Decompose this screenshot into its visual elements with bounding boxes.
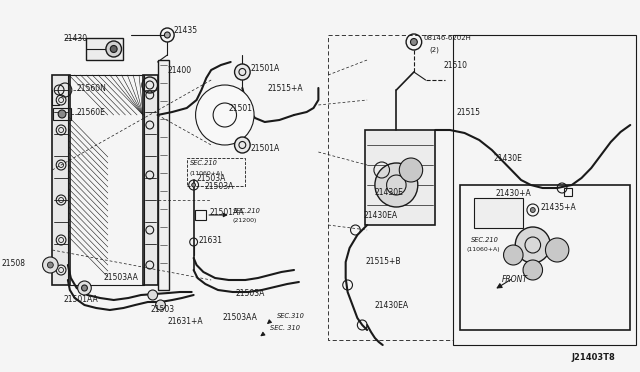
- Text: SEC.310: SEC.310: [278, 313, 305, 319]
- Text: 21435+A: 21435+A: [541, 202, 577, 212]
- Text: 21631+A: 21631+A: [167, 317, 203, 327]
- Text: 21503: 21503: [151, 305, 175, 314]
- Text: 21435: 21435: [173, 26, 197, 35]
- Bar: [68, 75, 144, 285]
- Bar: [564, 188, 572, 196]
- Circle shape: [235, 64, 250, 80]
- Text: 21503AA: 21503AA: [223, 314, 258, 323]
- Bar: [460, 185, 630, 330]
- Bar: [157, 60, 169, 290]
- Circle shape: [196, 85, 254, 145]
- Bar: [52, 75, 70, 285]
- Text: 21503AA: 21503AA: [104, 273, 139, 282]
- Text: 21515+A: 21515+A: [268, 83, 303, 93]
- Text: 21510: 21510: [443, 61, 467, 70]
- Text: 21400: 21400: [167, 65, 191, 74]
- Text: 21631: 21631: [198, 235, 223, 244]
- Bar: [53, 108, 71, 120]
- Text: 21503A: 21503A: [196, 173, 226, 183]
- Circle shape: [399, 158, 422, 182]
- Text: 21501AA: 21501AA: [63, 295, 98, 305]
- Circle shape: [110, 45, 117, 52]
- Text: SEC. 310: SEC. 310: [269, 325, 300, 331]
- Bar: [365, 130, 435, 225]
- Text: (2): (2): [429, 47, 439, 53]
- Text: 21430E: 21430E: [375, 187, 404, 196]
- Circle shape: [545, 238, 569, 262]
- Text: 21515: 21515: [457, 108, 481, 116]
- Text: 21508: 21508: [2, 259, 26, 267]
- Bar: [143, 75, 157, 285]
- Text: SEC.210: SEC.210: [472, 237, 499, 243]
- Text: SEC.210: SEC.210: [232, 208, 260, 214]
- Text: (11060+A): (11060+A): [189, 170, 223, 176]
- Circle shape: [515, 227, 550, 263]
- Text: FRONT: FRONT: [502, 276, 527, 285]
- Bar: [86, 38, 124, 60]
- Circle shape: [235, 137, 250, 153]
- Circle shape: [43, 257, 58, 273]
- Circle shape: [81, 285, 88, 291]
- Text: 21501AA: 21501AA: [209, 208, 244, 217]
- Text: 21515+B: 21515+B: [365, 257, 401, 266]
- Text: 21430: 21430: [63, 33, 87, 42]
- Text: 21501A: 21501A: [250, 64, 280, 73]
- Text: (21200): (21200): [232, 218, 257, 222]
- Text: 21501: 21501: [228, 103, 253, 112]
- Circle shape: [77, 281, 92, 295]
- Bar: [195, 210, 206, 220]
- Text: 21430EA: 21430EA: [364, 211, 397, 219]
- Circle shape: [375, 163, 418, 207]
- Bar: [187, 158, 245, 186]
- Text: (11060+A): (11060+A): [467, 247, 500, 253]
- Text: 21503A: 21503A: [236, 289, 265, 298]
- Circle shape: [523, 260, 543, 280]
- Circle shape: [148, 290, 157, 300]
- Text: 08146-6202H: 08146-6202H: [424, 35, 472, 41]
- Text: 21430+A: 21430+A: [496, 189, 531, 198]
- Circle shape: [504, 245, 523, 265]
- Circle shape: [191, 183, 196, 187]
- Circle shape: [410, 38, 417, 45]
- Text: 21560N: 21560N: [77, 83, 106, 93]
- Text: 21430EA: 21430EA: [375, 301, 409, 310]
- Text: 21430E: 21430E: [494, 154, 523, 163]
- Text: J21403T8: J21403T8: [572, 353, 616, 362]
- Bar: [453, 35, 636, 345]
- Text: SEC.210: SEC.210: [189, 160, 218, 166]
- Circle shape: [531, 208, 535, 212]
- Circle shape: [58, 110, 66, 118]
- Text: 21503A: 21503A: [204, 182, 234, 190]
- Circle shape: [106, 41, 122, 57]
- Bar: [474, 198, 523, 228]
- Text: 21560E: 21560E: [77, 108, 106, 116]
- Text: 21501A: 21501A: [250, 144, 280, 153]
- Circle shape: [164, 32, 170, 38]
- Circle shape: [47, 262, 53, 268]
- Circle shape: [156, 300, 165, 310]
